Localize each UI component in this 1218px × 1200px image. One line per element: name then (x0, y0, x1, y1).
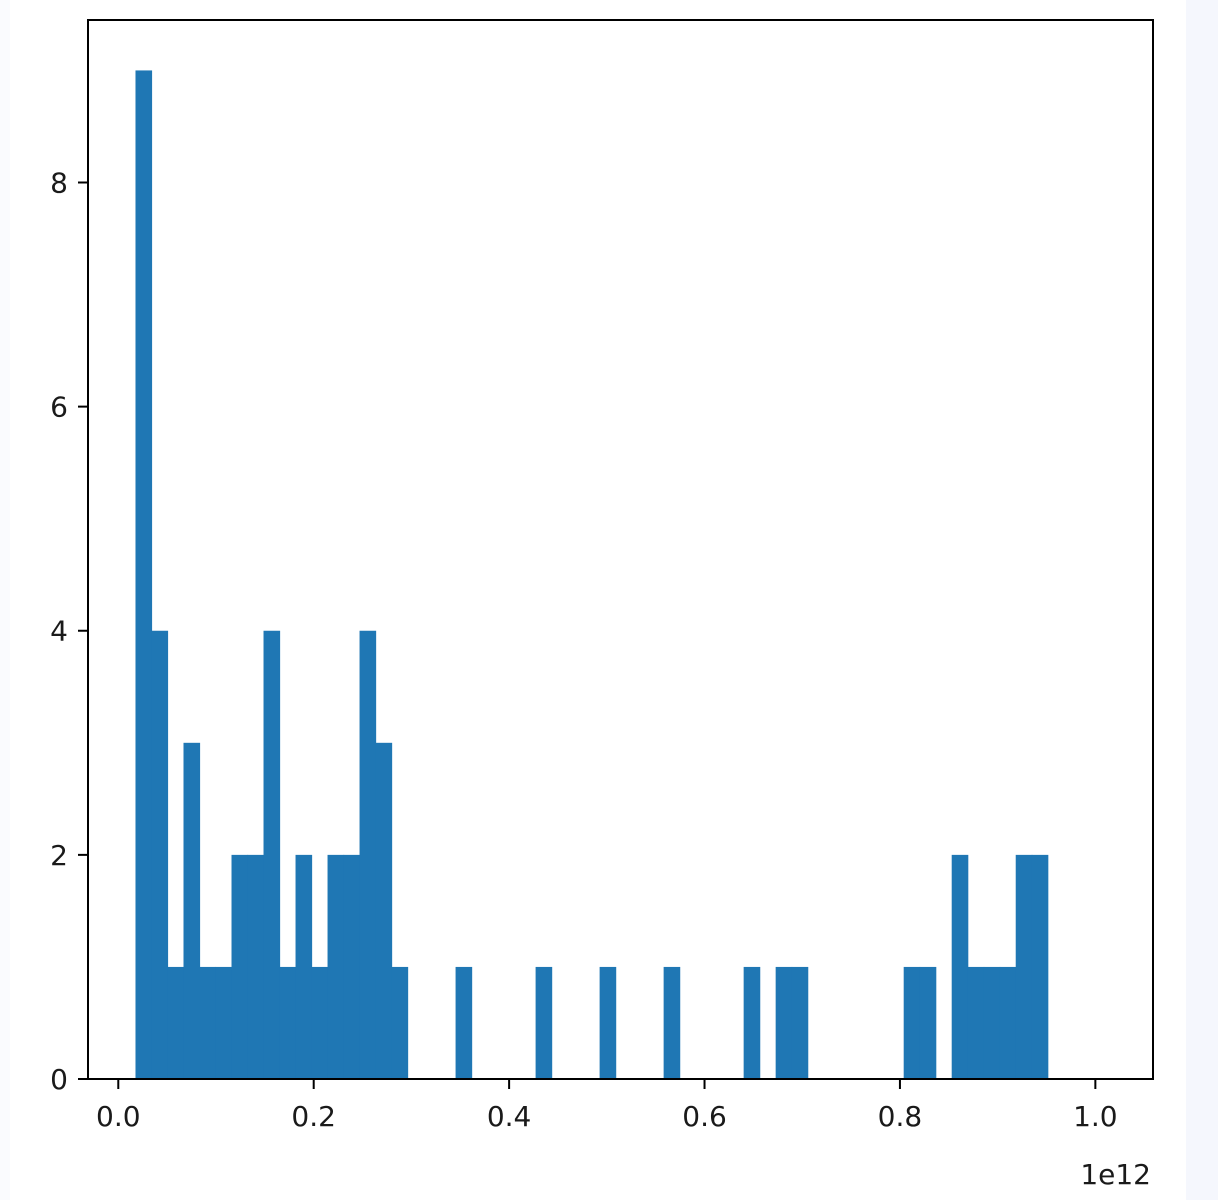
histogram-bar (967, 966, 985, 1079)
histogram-bar (247, 854, 265, 1079)
histogram-bar (663, 966, 681, 1079)
y-tick-label: 0 (50, 1063, 68, 1096)
x-tick-label: 0.4 (487, 1100, 532, 1133)
histogram-bar (263, 630, 281, 1079)
y-tick-label: 8 (50, 166, 68, 199)
histogram-bar (775, 966, 793, 1079)
histogram-bar (791, 966, 809, 1079)
histogram-bar (951, 854, 969, 1079)
histogram-bar (167, 966, 185, 1079)
histogram-bar (279, 966, 297, 1079)
histogram-bar (919, 966, 937, 1079)
histogram-bar (1015, 854, 1033, 1079)
histogram-bar (151, 630, 169, 1079)
histogram-bar (391, 966, 409, 1079)
histogram-bar (535, 966, 553, 1079)
histogram-bar (295, 854, 313, 1079)
histogram-bar (455, 966, 473, 1079)
histogram-bar (999, 966, 1017, 1079)
histogram-bar (231, 854, 249, 1079)
histogram-bars (135, 70, 1049, 1079)
histogram-bar (311, 966, 329, 1079)
histogram-bar (183, 742, 201, 1079)
axes-frame (87, 19, 1154, 1080)
y-tick-label: 2 (50, 839, 68, 872)
histogram-bar (903, 966, 921, 1079)
histogram-bar (599, 966, 617, 1079)
x-tick-label: 1.0 (1073, 1100, 1118, 1133)
histogram-bar (1031, 854, 1049, 1079)
histogram-bar (375, 742, 393, 1079)
y-tick-label: 6 (50, 391, 68, 424)
x-tick-label: 0.2 (291, 1100, 336, 1133)
histogram-bar (199, 966, 217, 1079)
left-margin-strip (0, 0, 10, 1200)
histogram-bar (359, 630, 377, 1079)
x-tick-label: 0.6 (682, 1100, 727, 1133)
x-tick-label: 0.0 (96, 1100, 141, 1133)
x-axis-ticks: 0.0 0.2 0.4 0.6 0.8 1.0 (96, 1079, 1118, 1133)
histogram-bar (343, 854, 361, 1079)
y-axis-ticks: 0 2 4 6 8 (50, 166, 88, 1096)
right-margin-strip (1186, 0, 1218, 1200)
y-tick-label: 4 (50, 615, 68, 648)
histogram-bar (983, 966, 1001, 1079)
histogram-bar (743, 966, 761, 1079)
histogram-bar (327, 854, 345, 1079)
x-axis-offset-label: 1e12 (1080, 1158, 1151, 1191)
histogram-bar (135, 70, 153, 1079)
histogram-bar (215, 966, 233, 1079)
x-tick-label: 0.8 (878, 1100, 923, 1133)
